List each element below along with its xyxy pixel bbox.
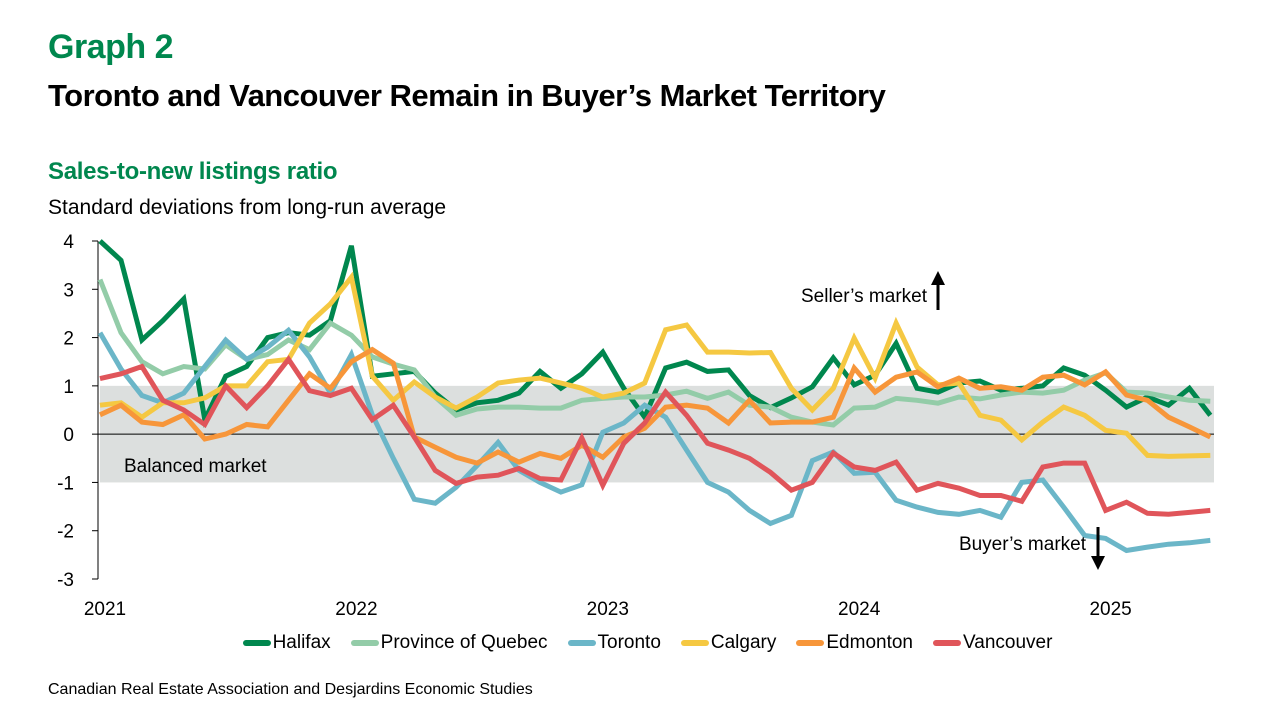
legend-swatch [350, 640, 379, 646]
y-tick-label: 1 [63, 377, 74, 398]
legend-swatch [680, 640, 709, 646]
legend-label: Vancouver [963, 632, 1053, 653]
graph-number: Graph 2 [48, 28, 173, 66]
legend-item-vancouver: Vancouver [933, 632, 1052, 654]
x-tick-label: 2023 [587, 599, 629, 620]
band-label: Balanced market [124, 456, 267, 477]
y-tick-label: 0 [63, 425, 74, 446]
x-tick-label: 2024 [838, 599, 881, 620]
buyers-market-label: Buyer’s market [959, 534, 1087, 555]
legend-label: Calgary [710, 632, 777, 653]
legend-item-province-of-quebec: Province of Quebec [350, 632, 548, 654]
legend-swatch [796, 640, 825, 646]
chart-subtitle: Sales-to-new listings ratio [48, 158, 338, 185]
legend-item-calgary: Calgary [680, 632, 777, 654]
legend-swatch [567, 640, 596, 646]
legend-item-edmonton: Edmonton [796, 632, 913, 654]
x-tick-label: 2022 [335, 599, 377, 620]
legend-label: Province of Quebec [380, 632, 548, 653]
legend-swatch [933, 640, 961, 646]
x-tick-label: 2025 [1089, 599, 1131, 620]
series-line-vancouver [99, 355, 1211, 517]
legend-label: Toronto [597, 632, 661, 653]
legend-item-toronto: Toronto [567, 632, 661, 654]
sellers-market-label: Seller’s market [801, 286, 928, 307]
legend: Halifax Province of Quebec Toronto Calgary E… [0, 632, 1280, 654]
series-line-province-of-quebec [97, 278, 1211, 428]
legend-label: Edmonton [826, 632, 913, 653]
y-tick-label: -1 [57, 473, 74, 494]
chart-title: Toronto and Vancouver Remain in Buyer’s … [48, 78, 886, 113]
x-tick-label: 2021 [84, 599, 126, 620]
legend-item-halifax: Halifax [242, 632, 331, 654]
down-arrow-head-icon [1091, 556, 1105, 570]
y-tick-label: 2 [63, 329, 74, 350]
source-note: Canadian Real Estate Association and Des… [48, 681, 533, 698]
legend-label: Halifax [272, 632, 331, 653]
legend-swatch [242, 640, 271, 646]
series-line-edmonton [98, 346, 1212, 466]
y-tick-label: -2 [57, 522, 74, 543]
y-tick-label: -3 [57, 570, 74, 591]
y-tick-label: 4 [63, 232, 74, 253]
y-tick-label: 3 [63, 280, 74, 301]
up-arrow-head-icon [931, 271, 945, 285]
units-label: Standard deviations from long-run averag… [48, 196, 447, 219]
